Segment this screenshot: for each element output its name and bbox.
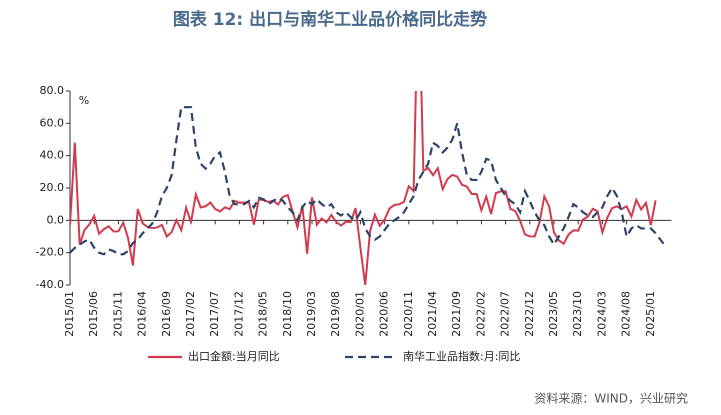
x-tick-label: 2022/02 (474, 291, 487, 337)
x-tick-label: 2020/06 (378, 291, 391, 337)
x-tick-label: 2022/07 (499, 291, 512, 337)
x-tick-label: 2019/08 (329, 291, 342, 337)
x-tick-label: 2017/12 (232, 291, 245, 337)
x-tick-label: 2016/09 (160, 291, 173, 337)
y-tick-label: -40.0 (36, 278, 64, 291)
x-tick-label: 2016/04 (136, 291, 149, 337)
source: 资料来源：WIND，兴业研究 (534, 391, 688, 406)
legend-label: 出口金额:当月同比 (188, 349, 280, 363)
y-tick-label: 80.0 (40, 84, 65, 97)
x-tick-label: 2015/06 (87, 291, 100, 337)
x-tick-label: 2018/10 (281, 291, 294, 337)
x-tick-label: 2019/03 (305, 291, 318, 337)
chart-title: 图表 12: 出口与南华工业品价格同比走势 (173, 9, 487, 30)
x-tick-label: 2022/12 (523, 291, 536, 337)
x-tick-label: 2015/01 (63, 291, 76, 337)
y-axis-label: % (79, 94, 89, 107)
y-tick-label: 20.0 (40, 181, 65, 194)
x-tick-label: 2023/05 (547, 291, 560, 337)
x-tick-label: 2017/07 (208, 291, 221, 337)
series-line (70, 106, 667, 256)
x-tick-label: 2023/10 (571, 291, 584, 337)
x-tick-label: 2020/01 (353, 291, 366, 337)
x-tick-label: 2020/11 (402, 291, 415, 337)
x-tick-label: 2024/08 (620, 291, 633, 337)
legend-label: 南华工业品指数:月:同比 (403, 349, 520, 363)
y-tick-label: 40.0 (40, 149, 65, 162)
x-tick-label: 2015/11 (111, 291, 124, 337)
x-tick-label: 2024/03 (595, 291, 608, 337)
x-tick-label: 2021/09 (450, 291, 463, 337)
series-line (70, 91, 657, 285)
x-tick-label: 2021/04 (426, 291, 439, 337)
y-tick-label: 60.0 (40, 116, 65, 129)
x-tick-label: 2017/02 (184, 291, 197, 337)
x-tick-label: 2018/05 (257, 291, 270, 337)
x-tick-label: 2025/01 (644, 291, 657, 337)
y-tick-label: -20.0 (36, 246, 64, 259)
y-tick-label: 0.0 (47, 213, 65, 226)
